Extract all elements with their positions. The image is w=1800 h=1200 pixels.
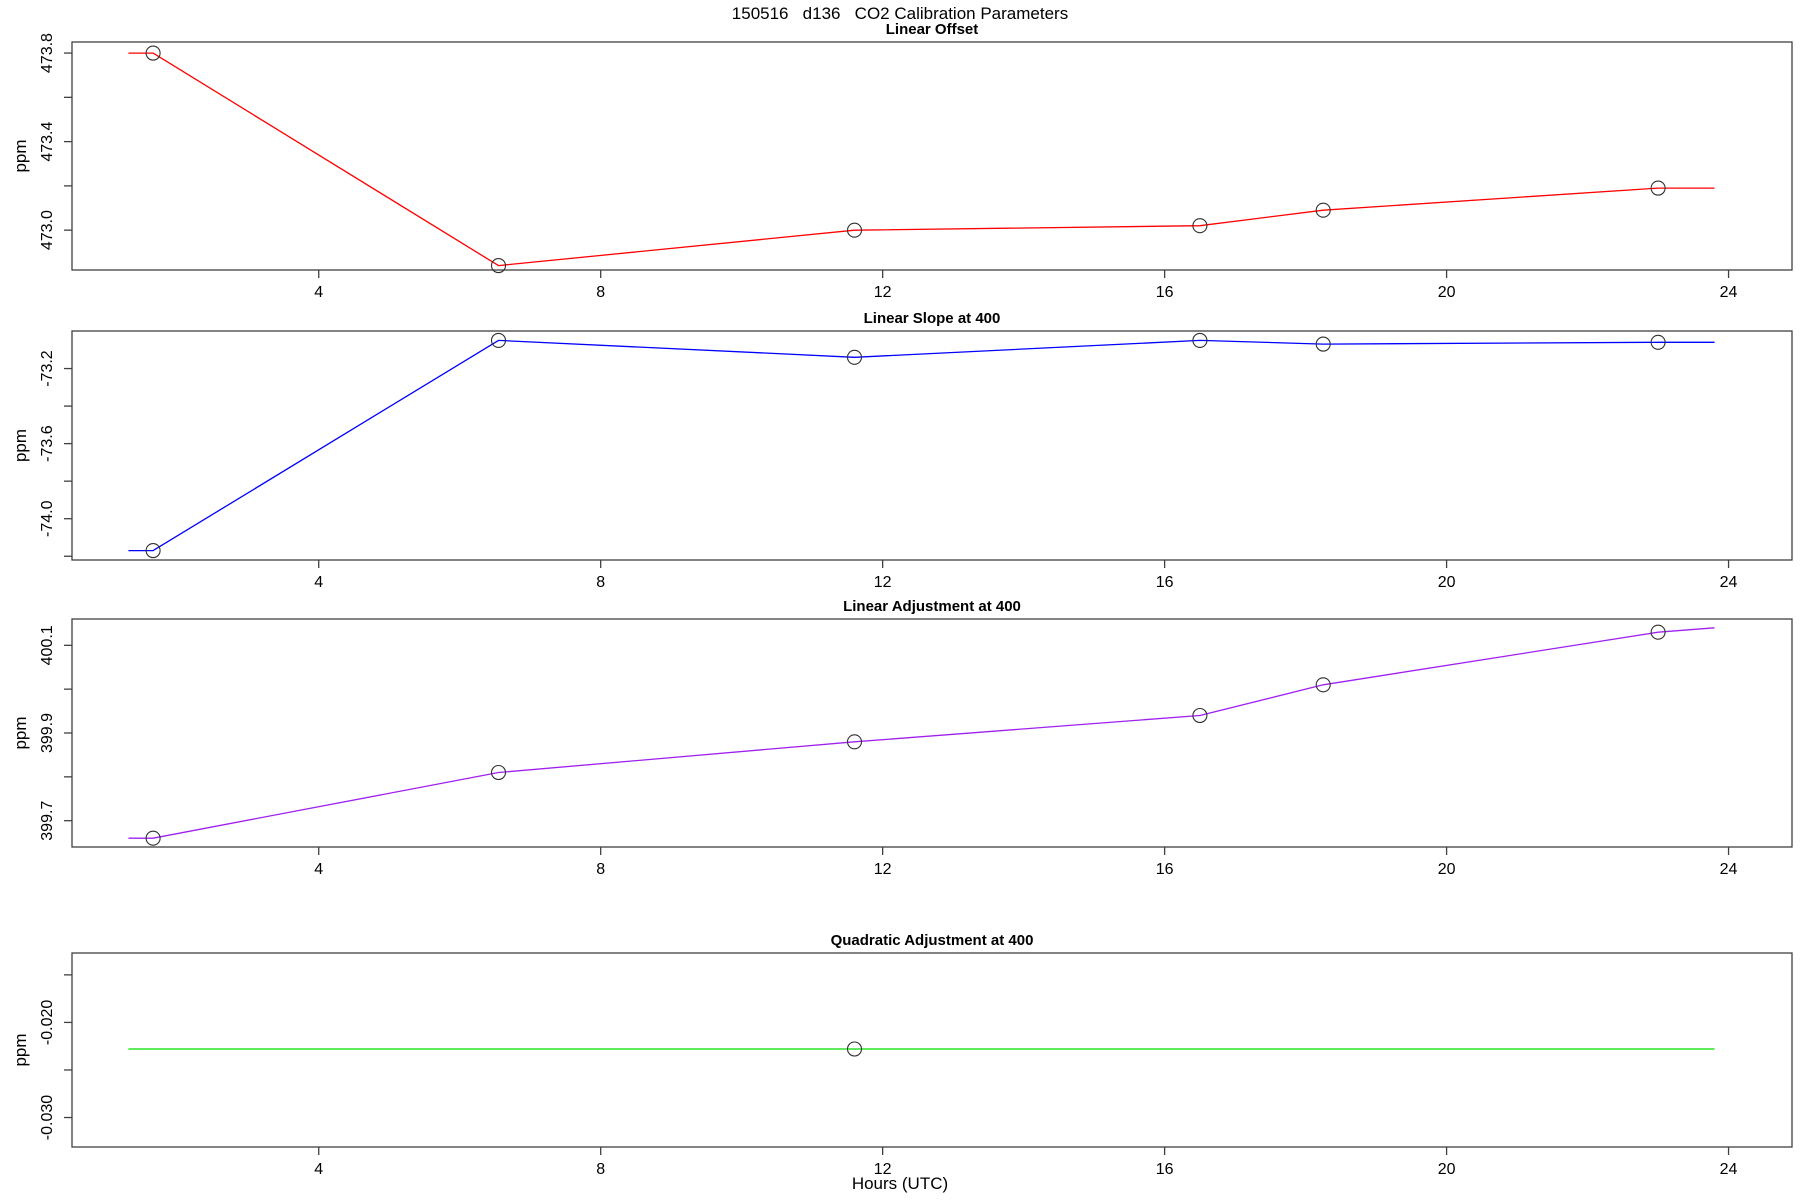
x-tick-label: 4 (314, 1161, 323, 1178)
x-tick-label: 20 (1438, 1161, 1456, 1178)
x-tick-label: 4 (314, 284, 323, 301)
panel-title: Linear Slope at 400 (864, 310, 1001, 327)
y-tick-label: -0.020 (39, 1000, 56, 1045)
data-point-marker (846, 734, 863, 750)
series-line (128, 627, 1715, 839)
panel-quadratic-adjustment-at-400: Quadratic Adjustment at 400 ppm 4 8 12 16 20 24… (11, 932, 1793, 1178)
panel-linear-adjustment-at-400: Linear Adjustment at 400 ppm 4 8 12 16 20 24 399… (11, 598, 1793, 878)
data-point-marker (145, 45, 161, 61)
x-tick-label: 20 (1438, 861, 1456, 878)
figure-title: 150516 d136 CO2 Calibration Parameters (731, 4, 1069, 23)
x-tick-label: 24 (1720, 1161, 1738, 1178)
panel-title: Quadratic Adjustment at 400 (831, 932, 1034, 949)
y-axis-label: ppm (11, 1033, 30, 1066)
x-tick-label: 12 (874, 574, 892, 591)
x-tick-label: 24 (1720, 574, 1738, 591)
x-tick-label: 8 (596, 861, 605, 878)
data-point-marker (1315, 202, 1331, 218)
x-tick-label: 12 (874, 1161, 892, 1178)
x-tick-label: 24 (1720, 284, 1738, 301)
y-axis-label: ppm (11, 716, 30, 749)
panel-linear-offset: Linear Offset ppm 4 8 12 16 20 24 473.0 473.4 473.… (11, 21, 1793, 301)
data-point-marker (1192, 707, 1208, 724)
y-tick-label: -73.6 (39, 425, 56, 462)
y-tick-label: 473.8 (39, 33, 56, 73)
y-tick-label: -73.2 (39, 350, 56, 387)
y-axis-label: ppm (11, 139, 30, 172)
x-tick-label: 4 (314, 574, 323, 591)
data-point-marker (145, 543, 161, 559)
x-tick-label: 12 (874, 861, 892, 878)
x-axis-title: Hours (UTC) (851, 1174, 949, 1193)
data-point-marker (1650, 624, 1666, 640)
y-tick-label: 399.9 (39, 713, 56, 753)
x-tick-label: 16 (1156, 861, 1174, 878)
y-tick-label: 473.4 (39, 121, 56, 161)
x-tick-label: 4 (314, 861, 323, 878)
panel-title: Linear Offset (886, 21, 979, 38)
data-point-marker (846, 222, 863, 238)
x-tick-label: 8 (596, 284, 605, 301)
plot-box (71, 330, 1793, 561)
x-tick-label: 20 (1438, 284, 1456, 301)
x-tick-label: 16 (1156, 1161, 1174, 1178)
data-point-marker (1192, 332, 1208, 348)
data-point-marker (1315, 336, 1331, 352)
x-tick-label: 20 (1438, 574, 1456, 591)
data-point-marker (145, 830, 161, 846)
data-point-marker (1192, 218, 1208, 234)
x-tick-label: 8 (596, 1161, 605, 1178)
y-tick-label: -0.030 (39, 1095, 56, 1140)
plot-box (71, 618, 1793, 848)
data-point-marker (490, 258, 507, 274)
series-line (128, 52, 1715, 267)
x-tick-label: 16 (1156, 574, 1174, 591)
panel-linear-slope-at-400: Linear Slope at 400 ppm 4 8 12 16 20 24 -73.2 -73… (11, 310, 1793, 591)
data-point-marker (1650, 334, 1666, 350)
plot-box (71, 41, 1793, 271)
series-line (128, 339, 1715, 552)
x-tick-label: 12 (874, 284, 892, 301)
data-point-marker (490, 332, 507, 348)
plot-box (71, 952, 1793, 1148)
y-tick-label: 473.0 (39, 210, 56, 250)
x-tick-label: 24 (1720, 861, 1738, 878)
data-point-marker (1315, 677, 1331, 693)
y-axis-label: ppm (11, 429, 30, 462)
panel-title: Linear Adjustment at 400 (843, 598, 1021, 615)
x-tick-label: 16 (1156, 284, 1174, 301)
data-point-marker (846, 1041, 863, 1057)
y-tick-label: 399.7 (39, 801, 56, 841)
data-point-marker (846, 349, 863, 365)
y-tick-label: 400.1 (39, 625, 56, 665)
x-tick-label: 8 (596, 574, 605, 591)
data-point-marker (1650, 180, 1666, 196)
data-point-marker (490, 764, 507, 781)
y-tick-label: -74.0 (39, 500, 56, 537)
